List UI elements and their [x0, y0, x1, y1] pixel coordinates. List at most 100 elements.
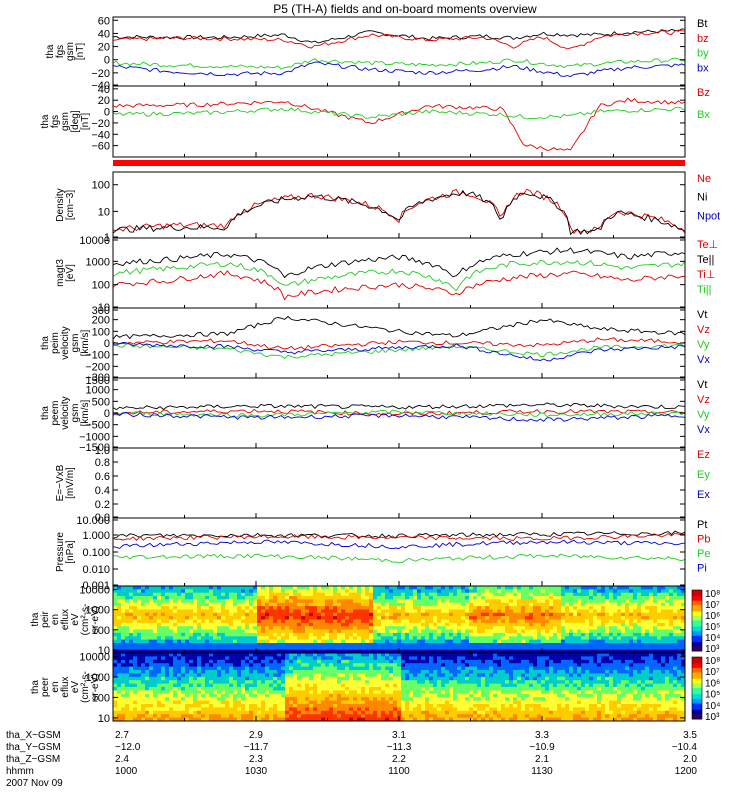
spectrogram-cell [385, 710, 390, 715]
spectrogram-cell [609, 592, 614, 597]
spectrogram-cell [437, 656, 442, 661]
spectrogram-cell [345, 680, 350, 685]
spectrogram-cell [197, 639, 202, 644]
spectrogram-cell [245, 596, 250, 600]
spectrogram-cell [349, 676, 354, 681]
spectrogram-cell [293, 586, 298, 590]
spectrogram-cell [217, 622, 222, 627]
spectrogram-cell [389, 666, 394, 671]
spectrogram-cell [141, 586, 146, 590]
spectrogram-cell [513, 616, 518, 620]
spectrogram-cell [185, 697, 190, 702]
spectrogram-cell [325, 670, 330, 674]
spectrogram-cell [225, 626, 230, 631]
spectrogram-cell [617, 619, 622, 624]
spectrogram-cell [601, 612, 606, 617]
spectrogram-cell [181, 616, 186, 620]
spectrogram-cell [457, 700, 462, 705]
spectrogram-cell [345, 656, 350, 661]
spectrogram-cell [561, 646, 566, 651]
spectrogram-cell [353, 714, 358, 719]
spectrogram-cell [241, 599, 246, 604]
spectrogram-cell [341, 707, 346, 712]
spectrogram-cell [309, 690, 314, 695]
spectrogram-cell [613, 639, 618, 644]
spectrogram-cell [141, 616, 146, 620]
spectrogram-cell [205, 704, 210, 708]
spectrogram-cell [537, 609, 542, 614]
spectrogram-cell [181, 622, 186, 627]
spectrogram-cell [401, 690, 406, 695]
spectrogram-cell [493, 586, 498, 590]
colorbar-segment [692, 638, 702, 641]
spectrogram-cell [193, 670, 198, 674]
y-tick-label: 20 [98, 42, 110, 54]
y-tick-label: 60 [98, 15, 110, 27]
spectrogram-cell [217, 612, 222, 617]
spectrogram-cell [265, 626, 270, 631]
spectrogram-cell [361, 612, 366, 617]
spectrogram-cell [429, 663, 434, 668]
spectrogram-cell [445, 592, 450, 597]
spectrogram-cell [497, 589, 502, 594]
spectrogram-cell [233, 639, 238, 644]
spectrogram-cell [349, 680, 354, 685]
spectrogram-cell [397, 602, 402, 607]
spectrogram-cell [677, 626, 682, 631]
spectrogram-cell [133, 680, 138, 685]
spectrogram-cell [237, 707, 242, 712]
spectrogram-cell [641, 612, 646, 617]
spectrogram-cell [361, 687, 366, 691]
spectrogram-cell [333, 693, 338, 698]
spectrogram-cell [421, 707, 426, 712]
spectrogram-cell [413, 649, 418, 654]
spectrogram-cell [449, 616, 454, 620]
spectrogram-cell [677, 649, 682, 654]
spectrogram-cell [273, 683, 278, 688]
spectrogram-cell [213, 632, 218, 637]
spectrogram-cell [373, 609, 378, 614]
spectrogram-cell [609, 646, 614, 651]
spectrogram-cell [593, 629, 598, 634]
spectrogram-cell [393, 596, 398, 600]
spectrogram-cell [401, 710, 406, 715]
spectrogram-cell [381, 700, 386, 705]
spectrogram-cell [389, 589, 394, 594]
spectrogram-cell [629, 622, 634, 627]
spectrogram-cell [333, 700, 338, 705]
spectrogram-cell [301, 683, 306, 688]
spectrogram-cell [121, 639, 126, 644]
spectrogram-cell [193, 636, 198, 641]
spectrogram-cell [113, 707, 118, 712]
spectrogram-cell [465, 643, 470, 647]
spectrogram-cell [357, 649, 362, 654]
spectrogram-cell [441, 592, 446, 597]
spectrogram-cell [449, 683, 454, 688]
spectrogram-cell [597, 639, 602, 644]
spectrogram-cell [229, 592, 234, 597]
spectrogram-cell [581, 586, 586, 590]
spectrogram-cell [169, 609, 174, 614]
spectrogram-cell [429, 586, 434, 590]
spectrogram-cell [409, 599, 414, 604]
spectrogram-cell [437, 599, 442, 604]
spectrogram-cell [273, 707, 278, 712]
spectrogram-cell [421, 690, 426, 695]
spectrogram-cell [565, 649, 570, 654]
spectrogram-cell [653, 636, 658, 641]
spectrogram-cell [137, 629, 142, 634]
spectrogram-cell [361, 636, 366, 641]
spectrogram-cell [365, 632, 370, 637]
spectrogram-cell [177, 717, 182, 722]
spectrogram-cell [349, 663, 354, 668]
spectrogram-cell [433, 670, 438, 674]
spectrogram-cell [545, 649, 550, 654]
spectrogram-cell [377, 680, 382, 685]
spectrogram-cell [601, 646, 606, 651]
spectrogram-cell [117, 717, 122, 722]
spectrogram-cell [117, 659, 122, 664]
spectrogram-cell [417, 639, 422, 644]
spectrogram-cell [325, 690, 330, 695]
spectrogram-cell [153, 589, 158, 594]
spectrogram-cell [293, 683, 298, 688]
